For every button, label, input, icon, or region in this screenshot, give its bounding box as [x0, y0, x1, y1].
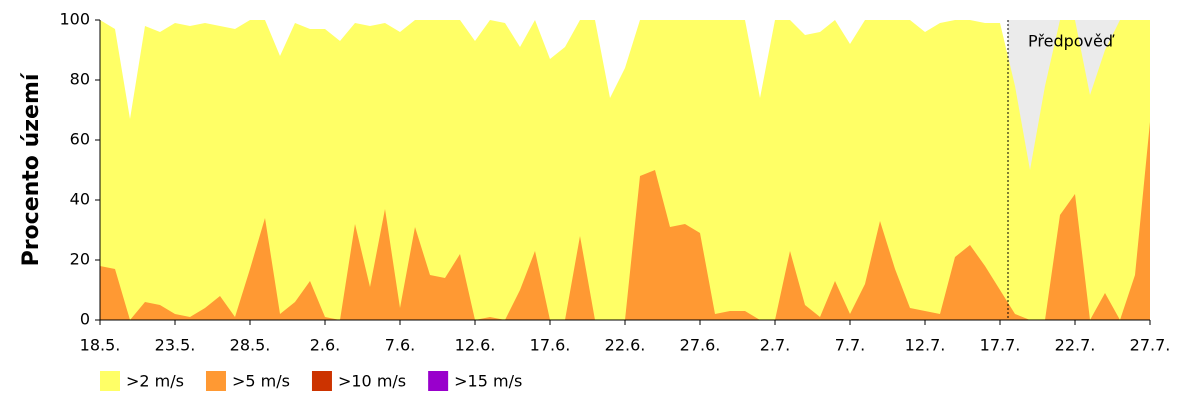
legend-label: >10 m/s — [338, 372, 406, 391]
x-tick-label: 23.5. — [155, 336, 196, 355]
x-tick-label: 28.5. — [230, 336, 271, 355]
y-tick-label: 0 — [80, 310, 90, 329]
legend-label: >15 m/s — [454, 372, 522, 391]
legend-swatch — [311, 371, 332, 391]
y-tick-label: 20 — [70, 250, 90, 269]
x-tick-label: 27.6. — [680, 336, 721, 355]
x-tick-label: 2.6. — [310, 336, 341, 355]
legend-swatch — [205, 371, 226, 391]
y-tick-label: 60 — [70, 130, 90, 149]
x-tick-label: 17.7. — [980, 336, 1021, 355]
legend-swatch — [428, 371, 449, 391]
x-tick-label: 18.5. — [80, 336, 121, 355]
x-tick-label: 22.7. — [1055, 336, 1096, 355]
area — [100, 122, 1150, 320]
x-tick-label: 7.6. — [385, 336, 416, 355]
x-tick-label: 2.7. — [760, 336, 791, 355]
x-tick-label: 22.6. — [605, 336, 646, 355]
legend-label: >2 m/s — [126, 372, 184, 391]
legend-label: >5 m/s — [232, 372, 290, 391]
annotation: Předpověď — [1028, 32, 1115, 51]
x-tick-label: 17.6. — [530, 336, 571, 355]
y-axis-title: Procento území — [19, 72, 44, 266]
x-tick-label: 27.7. — [1130, 336, 1171, 355]
y-tick-label: 80 — [70, 70, 90, 89]
x-tick-label: 7.7. — [835, 336, 866, 355]
x-tick-label: 12.6. — [455, 336, 496, 355]
x-tick-label: 12.7. — [905, 336, 946, 355]
legend-swatch — [100, 371, 120, 391]
y-tick-label: 40 — [70, 190, 90, 209]
y-tick-label: 100 — [59, 10, 90, 29]
